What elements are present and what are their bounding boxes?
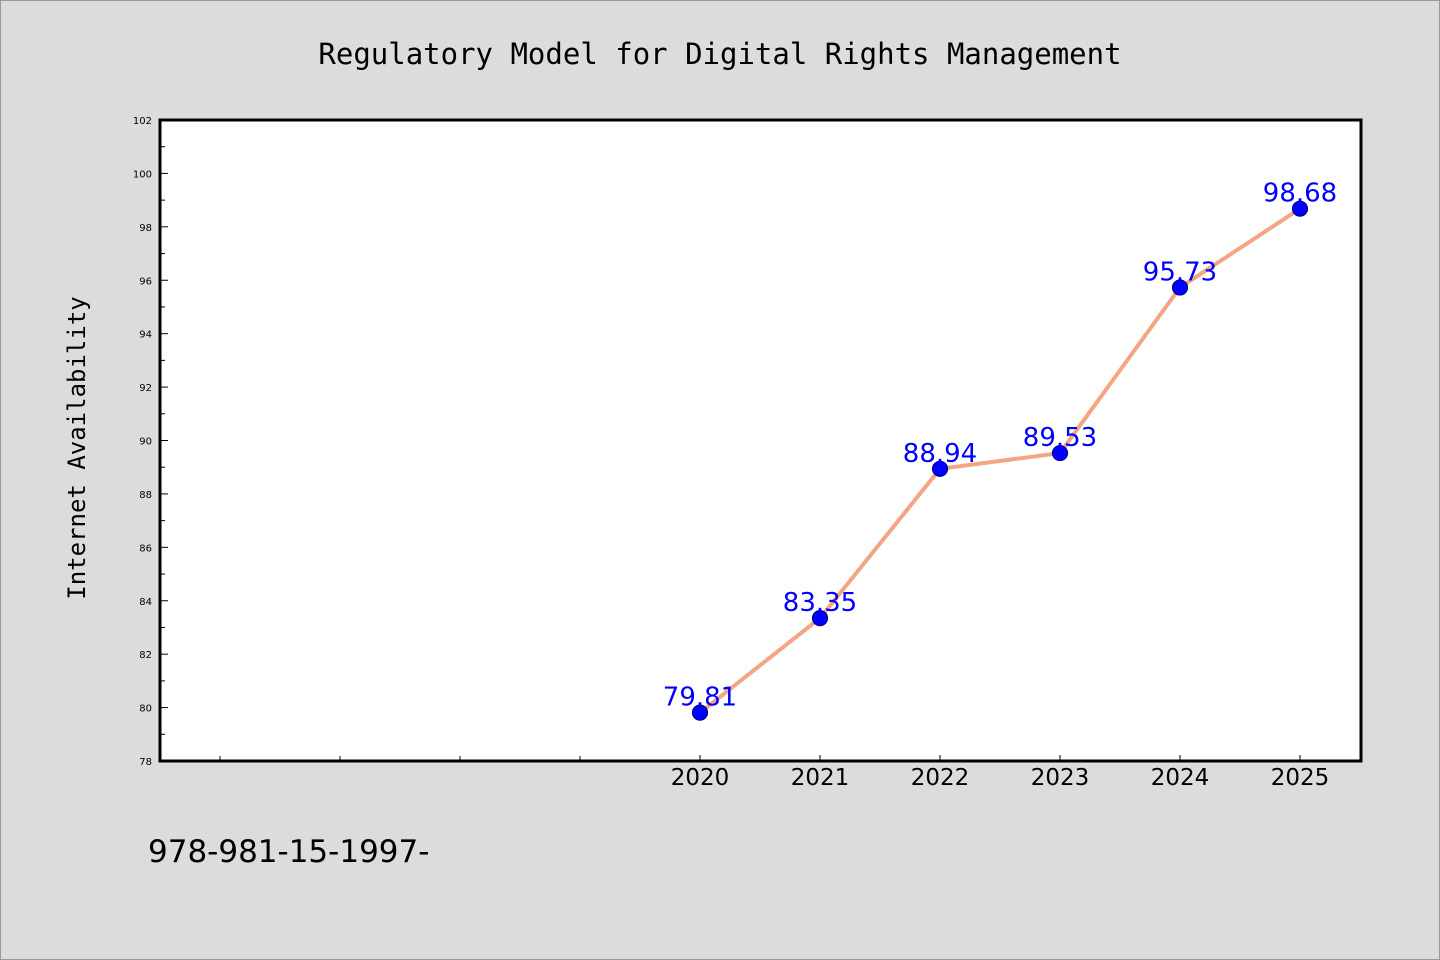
- plot-area: [158, 118, 1363, 763]
- y-tick-label: 80: [139, 704, 152, 715]
- y-tick-label: 94: [139, 330, 152, 341]
- y-tick-label: 98: [139, 223, 152, 234]
- y-tick-label: 88: [139, 490, 152, 501]
- series-layer: 79.81 83.35 88.94 89.53 95.73 98.68: [663, 179, 1337, 721]
- data-point: [1171, 279, 1189, 296]
- x-tick-label: 2024: [1151, 765, 1210, 791]
- y-tick-label: 78: [139, 757, 152, 768]
- y-axis-label: Internet Availability: [63, 296, 91, 599]
- data-label: 83.35: [783, 588, 857, 618]
- y-axis: 78 80 82 84 86 88 90 92 94 96 98 100 102: [133, 116, 168, 768]
- y-tick-label: 84: [139, 597, 152, 608]
- x-tick-label: 2025: [1271, 765, 1330, 791]
- data-point: [1051, 444, 1069, 462]
- y-tick-label: 86: [139, 543, 152, 554]
- y-tick-label: 82: [139, 650, 152, 661]
- chart-title: Regulatory Model for Digital Rights Mana…: [318, 37, 1121, 71]
- x-tick-label: 2022: [911, 765, 970, 791]
- data-point: [931, 460, 949, 477]
- data-label: 89.53: [1023, 423, 1097, 453]
- data-label: 95.73: [1143, 257, 1217, 287]
- data-label: 88.94: [903, 439, 977, 469]
- y-tick-label: 102: [133, 116, 152, 127]
- x-tick-label: 2021: [791, 765, 850, 791]
- footer-text: 978-981-15-1997-: [148, 834, 430, 870]
- data-label: 79.81: [663, 683, 737, 713]
- x-tick-label: 2020: [671, 765, 730, 791]
- series-line: [698, 206, 1302, 715]
- y-tick-label: 90: [139, 437, 152, 448]
- data-point: [811, 610, 829, 627]
- data-label: 98.68: [1263, 179, 1337, 209]
- y-tick-label: 96: [139, 276, 152, 287]
- data-point: [1291, 200, 1309, 217]
- y-tick-label: 100: [133, 169, 152, 180]
- x-axis: 2020 2021 2022 2023 2024 2025: [219, 755, 1330, 791]
- x-tick-label: 2023: [1031, 765, 1090, 791]
- y-tick-label: 92: [139, 383, 152, 394]
- data-point: [691, 704, 709, 721]
